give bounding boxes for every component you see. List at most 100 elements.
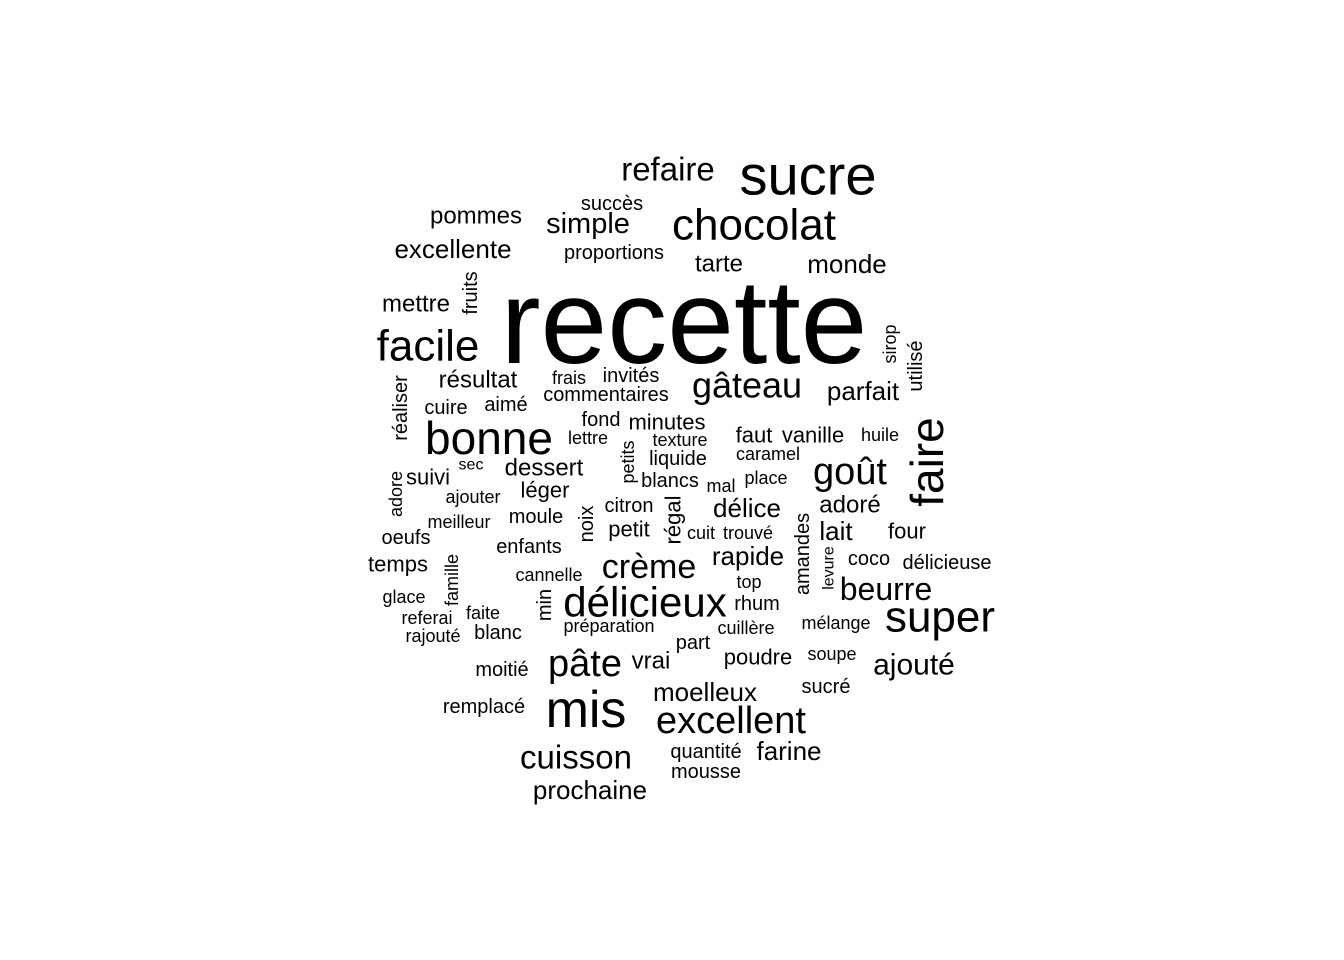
word-quantite: quantité (670, 741, 741, 763)
word-cannelle: cannelle (515, 565, 582, 585)
word-enfants: enfants (496, 536, 562, 558)
word-four: four (888, 519, 926, 544)
word-suivi: suivi (406, 465, 450, 490)
word-cuit: cuit (687, 523, 715, 543)
word-parfait: parfait (827, 376, 900, 406)
word-liquide: liquide (649, 448, 707, 470)
word-facile: facile (377, 322, 480, 371)
word-vanille: vanille (782, 423, 844, 448)
word-rhum: rhum (734, 593, 780, 615)
word-levure: levure (821, 546, 838, 590)
word-excellente: excellente (394, 234, 511, 264)
word-aime: aimé (484, 394, 527, 416)
word-rapide: rapide (712, 541, 784, 571)
word-top: top (736, 572, 761, 592)
word-mal: mal (706, 476, 735, 496)
word-frais: frais (552, 368, 586, 388)
word-beurre: beurre (840, 571, 933, 607)
word-realiser: réaliser (390, 375, 412, 441)
word-recette: recette (501, 255, 868, 389)
word-sucre: sucre (740, 144, 877, 207)
word-excellent: excellent (656, 700, 806, 742)
word-simple: simple (546, 208, 630, 240)
word-faut: faut (736, 423, 773, 448)
word-creme: crème (602, 548, 696, 586)
word-adore-accent: adoré (819, 492, 880, 519)
word-cuillere: cuillère (717, 618, 774, 638)
word-remplace: remplacé (443, 696, 525, 718)
word-sirop: sirop (880, 324, 900, 363)
word-petits: petits (618, 440, 638, 483)
word-utilise: utilisé (905, 340, 927, 391)
word-huile: huile (861, 425, 899, 445)
word-delice: délice (713, 493, 781, 523)
word-ajoute: ajouté (873, 649, 955, 682)
word-soupe: soupe (807, 644, 856, 664)
word-petit: petit (608, 517, 650, 542)
word-citron: citron (605, 495, 654, 517)
word-cuisson: cuisson (520, 739, 632, 776)
word-farine: farine (756, 736, 821, 766)
word-blancs: blancs (641, 470, 699, 492)
word-commentaires: commentaires (543, 384, 669, 406)
word-prochaine: prochaine (533, 775, 647, 805)
word-cuire: cuire (424, 397, 467, 419)
word-bonne: bonne (425, 412, 553, 464)
word-blanc: blanc (474, 622, 522, 644)
word-gout: goût (813, 451, 887, 493)
word-pommes: pommes (430, 203, 522, 230)
word-moule: moule (509, 506, 563, 528)
word-oeufs: oeufs (382, 527, 431, 549)
word-faire: faire (901, 417, 953, 506)
word-temps: temps (368, 552, 428, 577)
word-delicieuse: délicieuse (903, 552, 992, 574)
word-tarte: tarte (695, 251, 743, 278)
word-caramel: caramel (736, 444, 800, 464)
word-pate: pâte (548, 643, 622, 685)
word-super: super (885, 593, 995, 642)
word-moitie: moitié (475, 659, 528, 681)
word-proportions: proportions (564, 242, 664, 264)
word-amandes: amandes (792, 513, 814, 595)
word-mis: mis (546, 681, 627, 739)
word-min: min (534, 589, 556, 621)
word-poudre: poudre (724, 645, 793, 670)
word-regal: régal (661, 496, 686, 545)
word-part: part (676, 632, 711, 654)
word-melange: mélange (801, 613, 870, 633)
word-trouve: trouvé (723, 523, 773, 543)
word-ajouter: ajouter (445, 487, 500, 507)
word-sucre-accent: sucré (802, 676, 851, 698)
word-succes: succès (581, 193, 643, 215)
word-mousse: mousse (671, 761, 741, 783)
word-place: place (744, 468, 787, 488)
word-mettre: mettre (382, 291, 450, 318)
word-invites: invités (603, 365, 660, 387)
word-vrai: vrai (632, 648, 671, 675)
word-dessert: dessert (505, 455, 584, 482)
word-noix: noix (576, 506, 598, 543)
word-fruits: fruits (460, 271, 482, 314)
word-adore-vertical: adore (386, 471, 406, 517)
word-moelleux: moelleux (653, 677, 757, 707)
word-texture: texture (652, 430, 707, 450)
word-coco: coco (848, 548, 890, 570)
word-gateau: gâteau (692, 365, 802, 406)
word-referai: referai (401, 608, 452, 628)
word-refaire: refaire (621, 151, 715, 188)
word-delicieux: délicieux (563, 579, 726, 626)
word-rajoute: rajouté (405, 626, 460, 646)
word-resultat: résultat (439, 367, 518, 394)
word-preparation: préparation (563, 616, 654, 636)
word-leger: léger (521, 478, 570, 503)
word-minutes: minutes (628, 410, 705, 435)
word-lettre: lettre (568, 428, 608, 448)
word-faite: faite (466, 603, 500, 623)
word-sec: sec (459, 457, 484, 474)
word-famille: famille (442, 554, 462, 606)
word-meilleur: meilleur (427, 512, 490, 532)
word-chocolat: chocolat (672, 201, 836, 250)
word-glace: glace (382, 587, 425, 607)
